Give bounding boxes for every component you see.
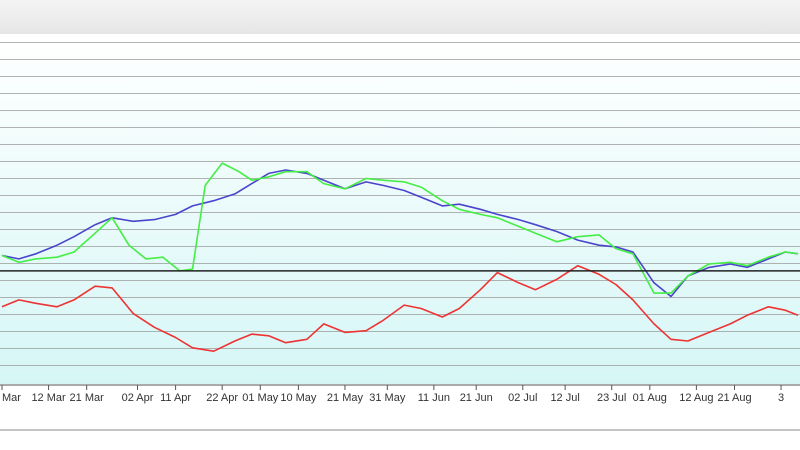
x-tick-label: 21 Mar xyxy=(70,392,105,404)
x-tick-label: 02 Apr xyxy=(122,392,154,404)
x-tick-label: 21 May xyxy=(327,392,364,404)
series-line-blue xyxy=(1,169,799,298)
x-tick-label: 02 Jul xyxy=(508,392,537,404)
x-tick-label: 11 Jun xyxy=(418,392,450,404)
x-tick-label: 21 Jun xyxy=(460,392,493,404)
x-tick-label: Mar xyxy=(2,392,21,404)
x-tick-label: 12 Mar xyxy=(31,392,66,404)
x-axis-ticks: Mar 12 Mar 21 Mar 02 Apr 11 Apr 22 Apr 01 May 1… xyxy=(1,385,784,404)
x-axis-strip xyxy=(0,385,800,429)
x-tick-label: 31 May xyxy=(369,392,406,404)
x-tick-label: 12 Jul xyxy=(550,392,579,404)
x-tick-label: 01 May xyxy=(242,392,279,404)
grid-lines xyxy=(0,42,800,366)
x-tick-label: 22 Apr xyxy=(206,392,238,404)
x-tick-label: 11 Apr xyxy=(160,392,191,404)
x-tick-label: 12 Aug xyxy=(679,392,713,404)
plot-area xyxy=(0,36,800,384)
x-tick-label: 3 xyxy=(778,392,784,404)
x-tick-label: 23 Jul xyxy=(597,392,626,404)
series-line-red xyxy=(1,264,799,353)
series-line-green xyxy=(1,162,799,294)
x-tick-label: 10 May xyxy=(280,392,317,404)
x-tick-label: 01 Aug xyxy=(633,392,667,404)
chart-top-bar xyxy=(0,0,800,34)
x-tick-label: 21 Aug xyxy=(717,392,751,404)
data-series xyxy=(1,162,799,353)
